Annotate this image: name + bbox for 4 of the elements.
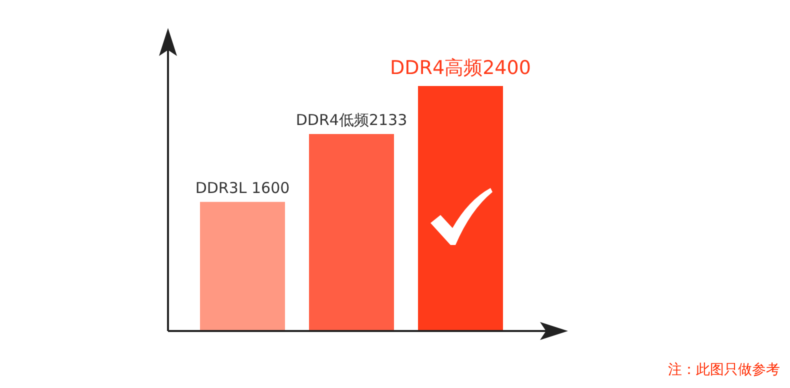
x-tick-label: DDR4低频2133 (296, 111, 408, 130)
text: 注：此图只做参考 (668, 362, 780, 378)
x-tick-label: DDR3L 1600 (195, 178, 290, 197)
x-tick-label: DDR4高频2400 (390, 57, 531, 79)
